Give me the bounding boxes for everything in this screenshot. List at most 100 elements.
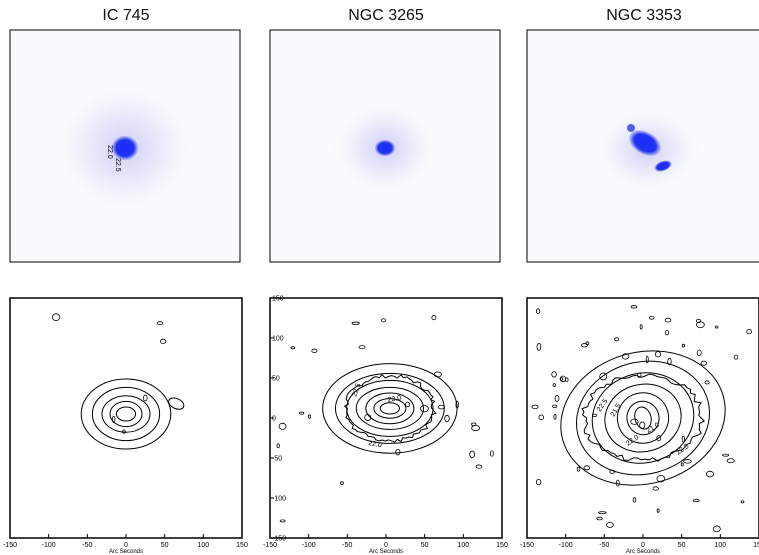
panel-title: NGC 3353 xyxy=(606,7,682,24)
noise-contour xyxy=(697,350,701,356)
noise-contour xyxy=(682,344,684,347)
noise-contour xyxy=(553,405,557,407)
contour xyxy=(110,401,142,426)
panel-title: IC 745 xyxy=(102,7,149,24)
noise-contour xyxy=(537,343,541,350)
x-tick-label: 150 xyxy=(496,542,508,549)
x-tick-label: 50 xyxy=(678,542,686,549)
noise-contour xyxy=(649,316,654,319)
galaxy-image xyxy=(10,30,240,262)
noise-contour xyxy=(631,419,638,424)
contour xyxy=(116,407,135,421)
x-tick-label: -50 xyxy=(599,542,609,549)
y-tick-label: 50 xyxy=(272,376,280,383)
noise-contour xyxy=(490,451,493,456)
x-tick-label: 150 xyxy=(236,542,248,549)
contour-label: 22.5 xyxy=(675,443,690,457)
noise-contour xyxy=(723,454,729,456)
noise-contour xyxy=(715,326,718,328)
noise-contour xyxy=(640,422,645,429)
noise-contour xyxy=(747,330,752,334)
y-tick-label: -150 xyxy=(272,536,286,543)
noise-contour xyxy=(381,319,385,322)
x-tick-label: -50 xyxy=(342,542,352,549)
x-tick-label: -50 xyxy=(82,542,92,549)
noise-contour xyxy=(682,436,684,442)
noise-contour xyxy=(705,381,709,384)
noise-contour xyxy=(615,338,619,341)
x-tick-label: -100 xyxy=(302,542,316,549)
noise-contour xyxy=(555,395,559,401)
x-tick-label: -150 xyxy=(263,542,277,549)
noise-contour xyxy=(158,322,163,325)
contour-label: 22.0 xyxy=(368,440,383,449)
noise-contour xyxy=(308,415,310,418)
y-tick-label: 150 xyxy=(272,296,284,303)
noise-contour xyxy=(445,415,450,421)
contour xyxy=(167,396,186,412)
noise-contour xyxy=(434,372,441,377)
noise-contour xyxy=(593,414,597,417)
noise-contour xyxy=(584,466,590,470)
x-tick-label: 50 xyxy=(161,542,169,549)
noise-contour xyxy=(536,309,539,314)
noise-contour xyxy=(160,339,165,343)
noise-contour xyxy=(476,465,482,468)
x-tick-label: -150 xyxy=(520,542,534,549)
x-tick-label: -150 xyxy=(3,542,17,549)
noise-contour xyxy=(472,426,480,431)
noise-contour xyxy=(597,517,603,520)
contour xyxy=(597,376,689,461)
noise-contour xyxy=(684,460,692,464)
y-tick-label: 100 xyxy=(272,336,284,343)
noise-contour xyxy=(470,451,475,458)
noise-contour xyxy=(291,347,295,349)
noise-contour xyxy=(279,423,286,429)
contour xyxy=(546,333,741,503)
y-tick-label: 0 xyxy=(272,416,276,423)
noise-contour xyxy=(713,526,720,532)
contour-label: 22.0 xyxy=(625,434,640,448)
x-tick-label: -100 xyxy=(42,542,56,549)
panel-title: NGC 3265 xyxy=(348,7,424,24)
noise-contour xyxy=(312,349,317,353)
contour-label: 22.5 xyxy=(351,382,362,397)
x-tick-label: -100 xyxy=(559,542,573,549)
noise-contour xyxy=(577,467,580,471)
noise-contour xyxy=(406,402,410,407)
noise-contour xyxy=(143,395,147,401)
x-tick-label: 100 xyxy=(457,542,469,549)
contour-label: 22.5 xyxy=(114,158,121,172)
contour-label: 22.0 xyxy=(106,145,113,159)
contour xyxy=(564,347,723,490)
contour xyxy=(380,403,399,414)
noise-contour xyxy=(693,500,699,502)
y-tick-label: -50 xyxy=(272,456,282,463)
noise-contour xyxy=(741,501,744,503)
noise-contour xyxy=(352,322,359,324)
noise-contour xyxy=(665,318,671,322)
plot-frame xyxy=(10,298,242,538)
noise-contour xyxy=(341,482,344,485)
x-tick-label: 0 xyxy=(124,542,128,549)
noise-contour xyxy=(359,346,365,349)
figure: IC 745 NGC 3265 NGC 3353 -150 -100 -50 0 50 1… xyxy=(0,0,759,555)
contour xyxy=(623,398,663,439)
x-axis-label: Arc Seconds xyxy=(109,549,143,555)
noise-contour xyxy=(277,444,280,448)
noise-contour xyxy=(539,415,544,420)
noise-contour xyxy=(646,356,648,363)
noise-contour xyxy=(432,315,436,319)
noise-contour xyxy=(421,405,429,411)
contour-label: 22.0 xyxy=(387,395,402,404)
x-tick-label: 100 xyxy=(714,542,726,549)
page: {"panels": [ {"title": "IC 745", "contou… xyxy=(0,0,759,555)
noise-contour xyxy=(727,459,734,463)
noise-contour xyxy=(438,405,444,409)
x-tick-label: 150 xyxy=(753,542,759,549)
noise-contour xyxy=(606,522,613,527)
noise-contour xyxy=(552,372,557,377)
noise-contour xyxy=(553,384,555,387)
